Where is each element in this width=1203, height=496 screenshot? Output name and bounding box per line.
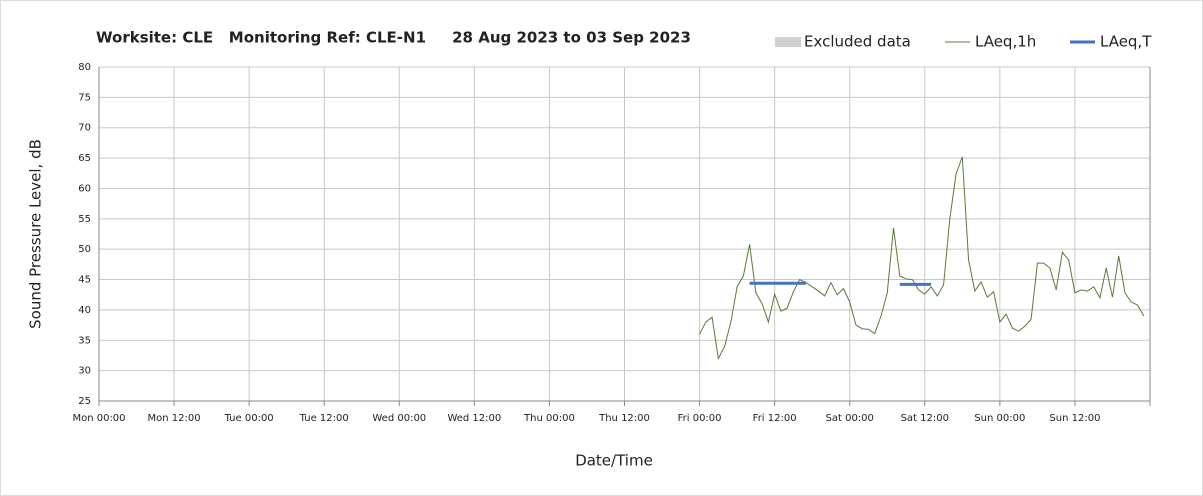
x-tick-label: Sat 12:00 xyxy=(901,413,949,424)
x-tick-label: Fri 12:00 xyxy=(753,413,797,424)
legend-label: Excluded data xyxy=(804,33,911,51)
x-tick-label: Fri 00:00 xyxy=(678,413,722,424)
x-tick-label: Mon 12:00 xyxy=(148,413,201,424)
y-tick-label: 40 xyxy=(78,305,91,316)
x-tick-label: Thu 00:00 xyxy=(523,413,575,424)
y-tick-label: 80 xyxy=(78,62,91,73)
y-tick-label: 35 xyxy=(78,335,91,346)
legend-swatch xyxy=(775,37,801,47)
y-tick-label: 25 xyxy=(78,396,91,407)
x-tick-label: Sun 12:00 xyxy=(1049,413,1100,424)
chart-title: Worksite: CLE Monitoring Ref: CLE-N1 28 … xyxy=(96,29,691,47)
y-tick-label: 75 xyxy=(78,92,91,103)
legend-label: LAeq,1h xyxy=(975,33,1036,51)
x-tick-label: Mon 00:00 xyxy=(72,413,125,424)
series-line xyxy=(699,156,1145,361)
x-axis-label: Date/Time xyxy=(575,452,653,470)
x-tick-label: Wed 12:00 xyxy=(447,413,501,424)
y-axis-label: Sound Pressure Level, dB xyxy=(27,139,45,329)
y-tick-label: 30 xyxy=(78,366,91,377)
y-tick-label: 50 xyxy=(78,244,91,255)
x-tick-label: Wed 00:00 xyxy=(372,413,426,424)
x-tick-label: Tue 12:00 xyxy=(299,413,349,424)
y-tick-label: 70 xyxy=(78,123,91,134)
x-tick-label: Thu 12:00 xyxy=(598,413,650,424)
y-tick-label: 60 xyxy=(78,183,91,194)
y-tick-label: 45 xyxy=(78,275,91,286)
y-tick-label: 55 xyxy=(78,214,91,225)
x-tick-label: Sun 00:00 xyxy=(974,413,1025,424)
x-tick-label: Sat 00:00 xyxy=(826,413,874,424)
y-tick-label: 65 xyxy=(78,153,91,164)
x-tick-label: Tue 00:00 xyxy=(224,413,274,424)
legend-label: LAeq,T xyxy=(1100,33,1152,51)
